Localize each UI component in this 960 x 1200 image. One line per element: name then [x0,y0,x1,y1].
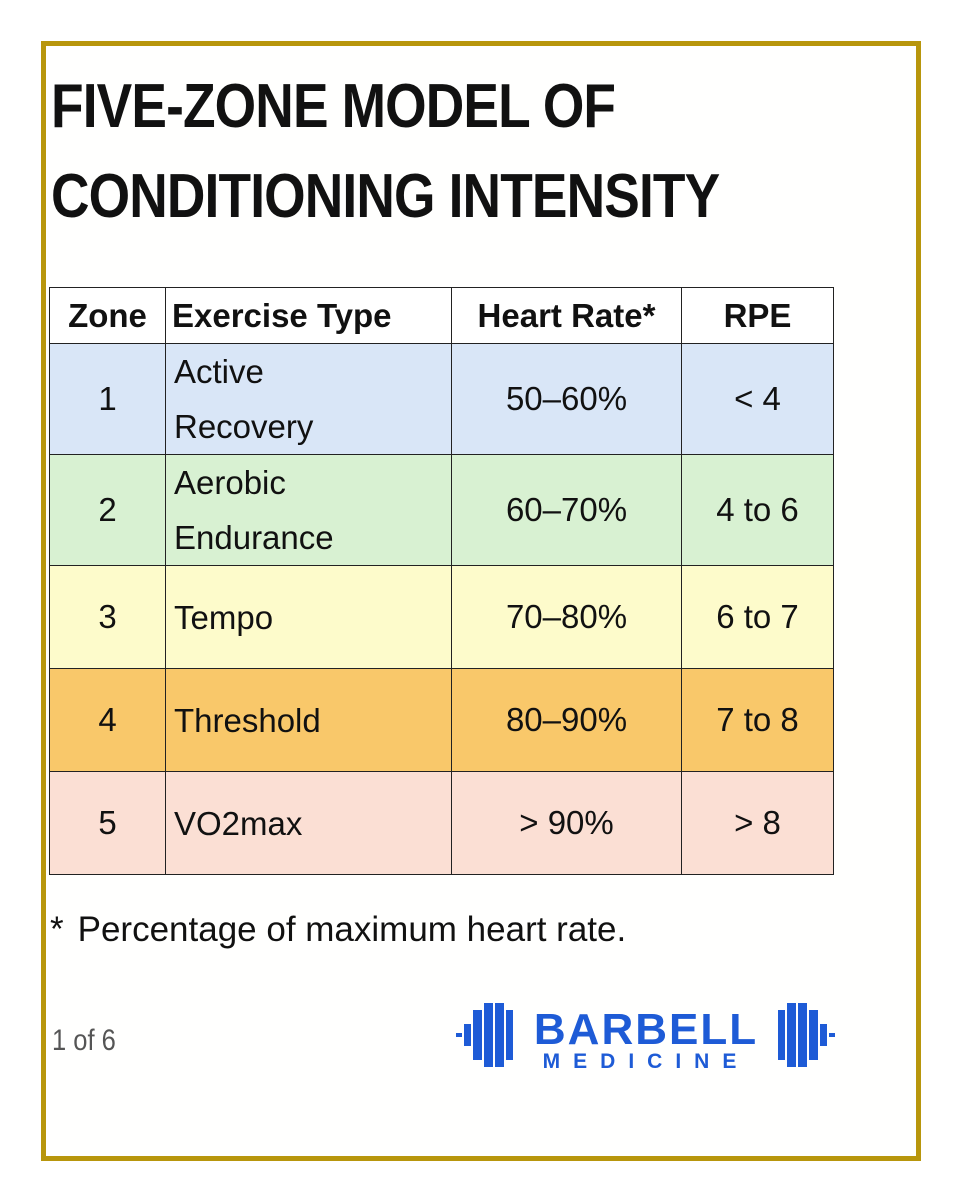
zone-cell: 3 [49,565,166,669]
page-indicator: 1 of 6 [52,1024,116,1057]
barbell-logo-icon: BARBELL MEDICINE [456,1003,835,1070]
exercise-type-cell: Aerobic Endurance [165,454,452,566]
heart-rate-cell: 70–80% [451,565,682,669]
footnote-text: Percentage of maximum heart rate. [77,910,627,949]
header-heart-rate: Heart Rate* [451,287,682,344]
rpe-cell: 4 to 6 [681,454,834,566]
header-rpe: RPE [681,287,834,344]
table-row: 4 Threshold 80–90% 7 to 8 [49,668,834,772]
table-header-row: Zone Exercise Type Heart Rate* RPE [49,287,834,344]
exercise-type-cell: Active Recovery [165,343,452,455]
heart-rate-cell: 50–60% [451,343,682,455]
exercise-type-line: Aerobic [174,464,286,501]
header-zone: Zone [49,287,166,344]
exercise-type-line: Recovery [174,408,314,445]
page-title: FIVE-ZONE MODEL OF CONDITIONING INTENSIT… [51,62,720,242]
heart-rate-cell: > 90% [451,771,682,875]
zone-cell: 2 [49,454,166,566]
rpe-cell: 6 to 7 [681,565,834,669]
rpe-cell: > 8 [681,771,834,875]
header-exercise-type: Exercise Type [165,287,452,344]
exercise-type-cell: Threshold [165,668,452,772]
table-row: 5 VO2max > 90% > 8 [49,771,834,875]
footnote-marker: * [50,910,64,949]
title-line-2: CONDITIONING INTENSITY [51,162,720,231]
table-row: 3 Tempo 70–80% 6 to 7 [49,565,834,669]
table-row: 2 Aerobic Endurance 60–70% 4 to 6 [49,454,834,566]
rpe-cell: 7 to 8 [681,668,834,772]
zone-cell: 1 [49,343,166,455]
zone-cell: 4 [49,668,166,772]
heart-rate-cell: 80–90% [451,668,682,772]
exercise-type-cell: VO2max [165,771,452,875]
exercise-type-cell: Tempo [165,565,452,669]
footnote: * Percentage of maximum heart rate. [50,910,626,950]
title-line-1: FIVE-ZONE MODEL OF [51,72,616,141]
exercise-type-line: Active [174,353,264,390]
logo-text-medicine: MEDICINE [543,1050,750,1070]
zones-table: Zone Exercise Type Heart Rate* RPE 1 Act… [49,287,834,875]
logo-text-barbell: BARBELL [534,1005,758,1054]
heart-rate-cell: 60–70% [451,454,682,566]
rpe-cell: < 4 [681,343,834,455]
table-row: 1 Active Recovery 50–60% < 4 [49,343,834,455]
exercise-type-line: Endurance [174,519,334,556]
zone-cell: 5 [49,771,166,875]
barbell-medicine-logo: BARBELL MEDICINE [456,1000,836,1070]
